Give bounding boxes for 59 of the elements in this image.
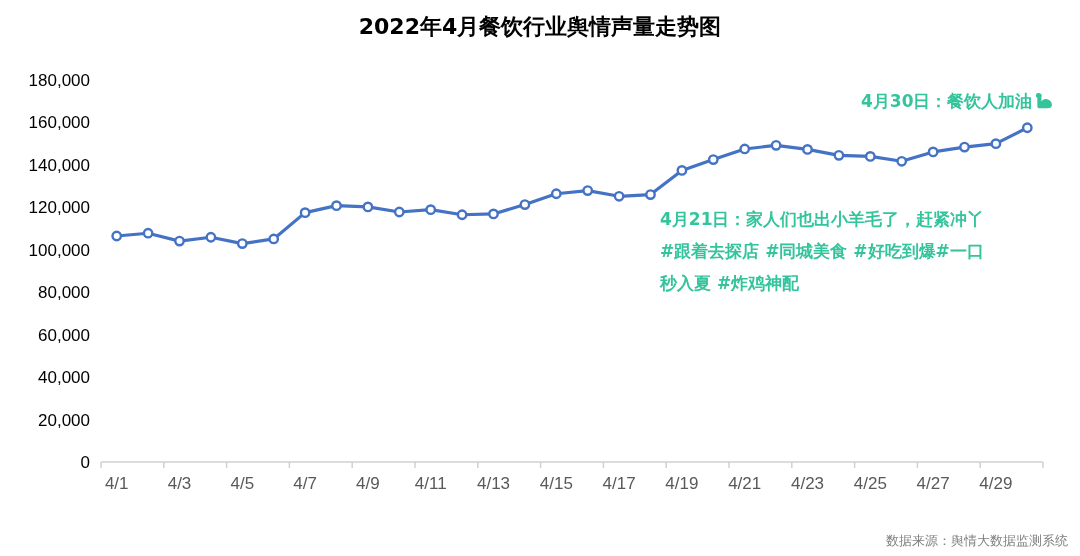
- point: [927, 146, 939, 158]
- source-note: 数据来源：舆情大数据监测系统: [886, 533, 1068, 548]
- x-tick-label: 4/25: [853, 474, 887, 493]
- x-tick-label: 4/29: [979, 474, 1013, 493]
- x-tick-label: 4/3: [167, 474, 192, 493]
- point: [990, 138, 1002, 150]
- point: [582, 185, 594, 196]
- y-tick-label: 0: [80, 453, 90, 473]
- x-tick-label: 4/11: [414, 474, 447, 493]
- point: [833, 149, 845, 161]
- x-tick-label: 4/15: [539, 474, 573, 493]
- point: [236, 238, 248, 250]
- x-tick-label: 4/19: [665, 474, 699, 493]
- point: [1021, 122, 1033, 134]
- y-tick-label: 40,000: [38, 368, 90, 388]
- y-tick-label: 160,000: [28, 113, 90, 133]
- x-tick-label: 4/27: [916, 474, 950, 493]
- point: [142, 227, 154, 239]
- point: [519, 199, 531, 210]
- point: [550, 188, 562, 200]
- point: [645, 189, 656, 200]
- point: [111, 230, 123, 242]
- point: [488, 208, 499, 220]
- annotation: 4月21日：家人们也出小羊毛了，赶紧冲丫#跟着去探店 #同城美食 #好吃到爆#一口秒入夏 #炸鸡神配: [660, 209, 985, 293]
- point: [425, 204, 437, 216]
- point: [268, 233, 280, 245]
- point: [205, 231, 217, 243]
- annotation: 4月30日：餐饮人加油: [861, 91, 1033, 111]
- point: [770, 139, 782, 151]
- x-tick-label: 4/9: [356, 474, 380, 493]
- point: [802, 144, 813, 155]
- point: [174, 235, 185, 247]
- x-tick-label: 4/17: [602, 474, 636, 493]
- point: [362, 201, 374, 213]
- x-tick-label: 4/1: [104, 474, 129, 493]
- point: [393, 206, 405, 218]
- point: [331, 200, 342, 212]
- y-tick-label: 120,000: [28, 198, 90, 218]
- y-tick-label: 180,000: [28, 71, 90, 91]
- x-tick-label: 4/23: [790, 474, 825, 493]
- chart-title: 2022年4月餐饮行业舆情声量走势图: [357, 13, 723, 41]
- y-tick-label: 100,000: [28, 240, 90, 260]
- x-tick-label: 4/21: [728, 474, 762, 493]
- y-tick-label: 140,000: [28, 155, 90, 175]
- point: [613, 190, 625, 202]
- x-tick-label: 4/13: [476, 474, 511, 493]
- point: [959, 141, 970, 153]
- point: [676, 165, 688, 176]
- y-tick-label: 20,000: [38, 410, 90, 430]
- x-tick-label: 4/5: [230, 474, 255, 493]
- x-tick-label: 4/7: [293, 474, 317, 493]
- point: [864, 151, 876, 162]
- y-tick-label: 80,000: [38, 283, 90, 303]
- point: [739, 143, 751, 155]
- y-tick-label: 60,000: [38, 325, 90, 345]
- point: [299, 207, 311, 219]
- point: [456, 209, 468, 221]
- point: [707, 154, 719, 165]
- point: [896, 155, 908, 167]
